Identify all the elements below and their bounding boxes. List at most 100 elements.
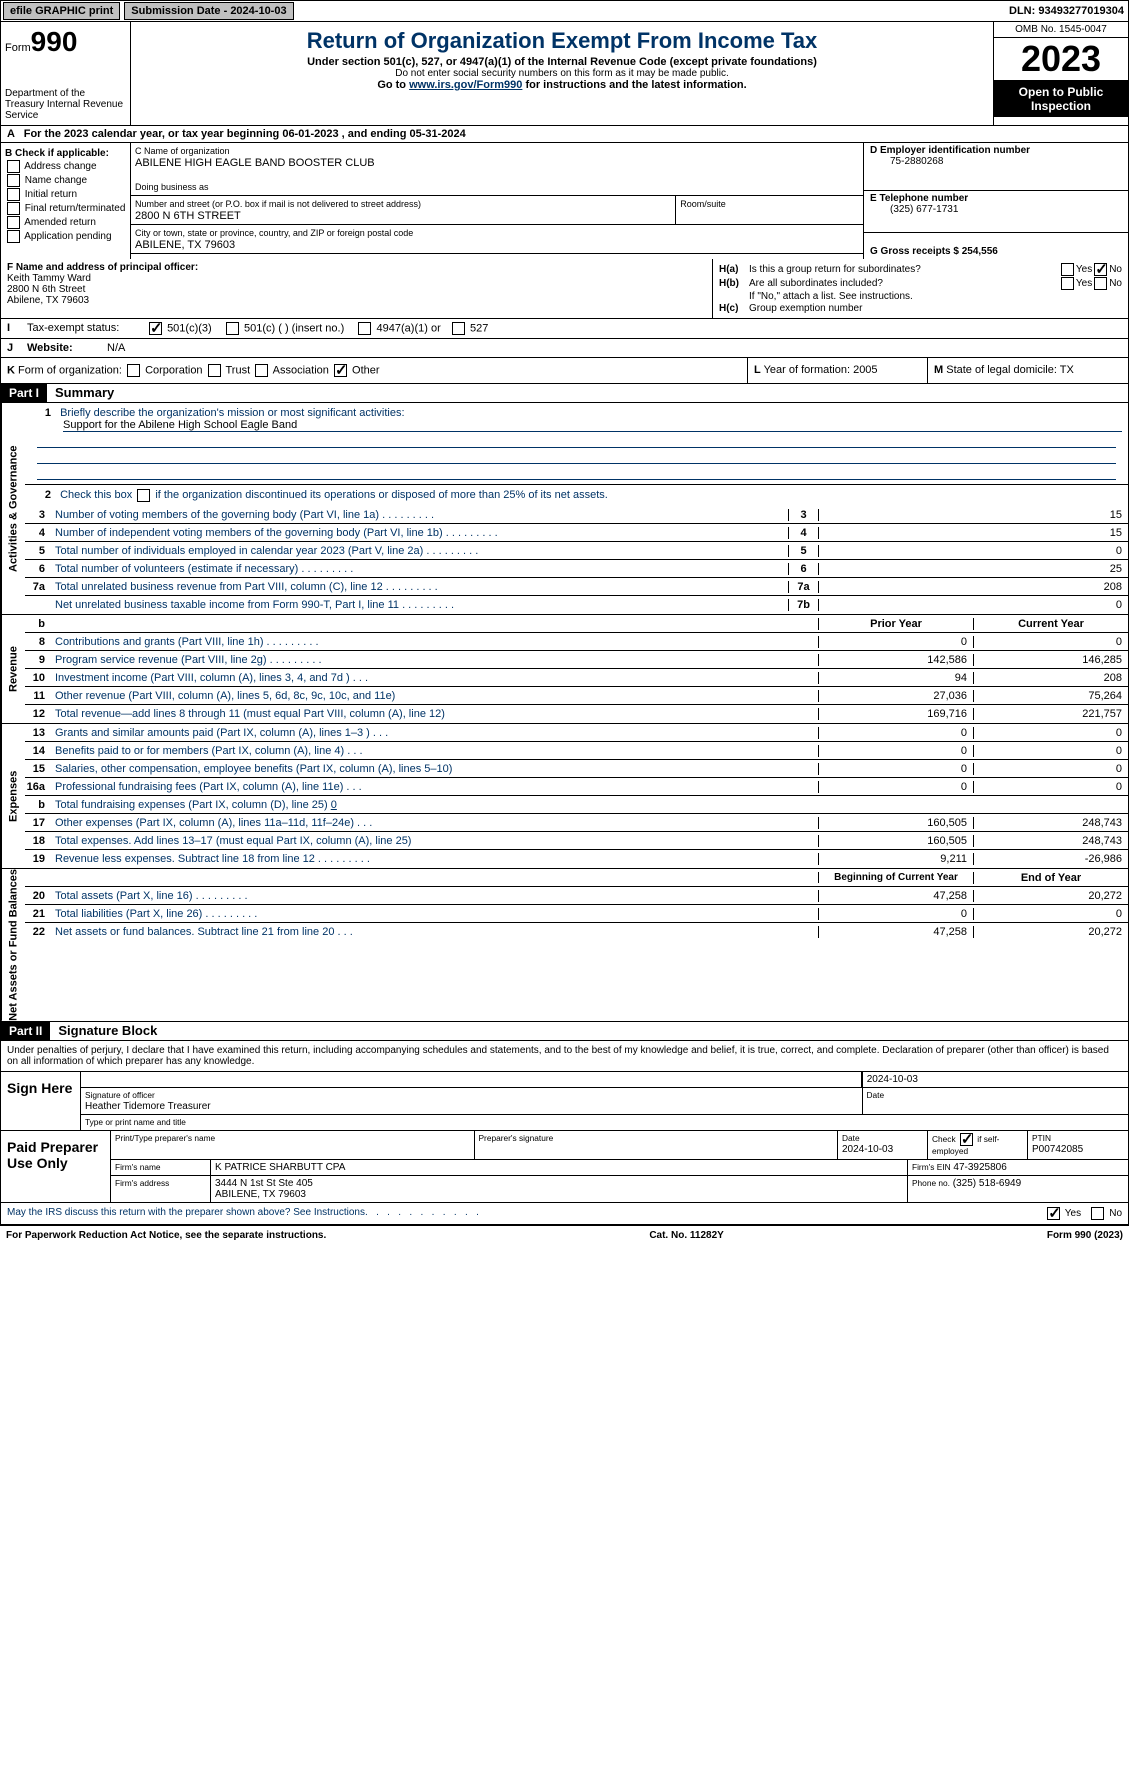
section-expenses: Expenses 13Grants and similar amounts pa… <box>0 724 1129 869</box>
chk-final-return[interactable] <box>7 202 20 215</box>
chk-discuss-no[interactable] <box>1091 1207 1104 1220</box>
form-header: Form990 Department of the Treasury Inter… <box>0 22 1129 126</box>
chk-hb-no[interactable] <box>1094 277 1107 290</box>
chk-address-change[interactable] <box>7 160 20 173</box>
part1-header: Part ISummary <box>0 384 1129 403</box>
org-address: 2800 N 6TH STREET <box>135 210 241 222</box>
page-footer: For Paperwork Reduction Act Notice, see … <box>0 1225 1129 1245</box>
form-990-label: Form990 <box>5 26 126 58</box>
val-line3: 15 <box>818 509 1128 521</box>
chk-amended[interactable] <box>7 216 20 229</box>
val-20-begin: 47,258 <box>818 890 973 902</box>
val-line7a: 208 <box>818 581 1128 593</box>
org-name: ABILENE HIGH EAGLE BAND BOOSTER CLUB <box>135 157 375 169</box>
val-16a-curr: 0 <box>973 781 1128 793</box>
val-16b: 0 <box>331 799 337 811</box>
chk-501c3[interactable] <box>149 322 162 335</box>
firm-addr1: 3444 N 1st St Ste 405 <box>215 1178 313 1189</box>
ssn-note: Do not enter social security numbers on … <box>135 68 989 79</box>
omb-number: OMB No. 1545-0047 <box>994 22 1128 38</box>
val-21-begin: 0 <box>818 908 973 920</box>
val-line7b: 0 <box>818 599 1128 611</box>
val-22-begin: 47,258 <box>818 926 973 938</box>
section-governance: Activities & Governance 1 Briefly descri… <box>0 403 1129 615</box>
val-17-prior: 160,505 <box>818 817 973 829</box>
chk-trust[interactable] <box>208 364 221 377</box>
org-city: ABILENE, TX 79603 <box>135 239 235 251</box>
chk-corp[interactable] <box>127 364 140 377</box>
section-fh: F Name and address of principal officer:… <box>0 259 1129 319</box>
val-13-prior: 0 <box>818 727 973 739</box>
val-12-prior: 169,716 <box>818 708 973 720</box>
tax-year: 2023 <box>994 38 1128 81</box>
chk-hb-yes[interactable] <box>1061 277 1074 290</box>
val-8-prior: 0 <box>818 636 973 648</box>
val-9-prior: 142,586 <box>818 654 973 666</box>
chk-name-change[interactable] <box>7 174 20 187</box>
perjury-declaration: Under penalties of perjury, I declare th… <box>1 1041 1128 1071</box>
section-net-assets: Net Assets or Fund Balances Beginning of… <box>0 869 1129 1022</box>
val-15-curr: 0 <box>973 763 1128 775</box>
box-c: C Name of organizationABILENE HIGH EAGLE… <box>131 143 863 259</box>
val-14-prior: 0 <box>818 745 973 757</box>
dln-label: DLN: 93493277019304 <box>1005 5 1128 17</box>
section-bcd: B Check if applicable: Address change Na… <box>0 143 1129 259</box>
firm-phone: (325) 518-6949 <box>953 1178 1021 1189</box>
chk-ha-yes[interactable] <box>1061 263 1074 276</box>
signature-block: Under penalties of perjury, I declare th… <box>0 1041 1129 1225</box>
label-net-assets: Net Assets or Fund Balances <box>1 869 25 1021</box>
val-line4: 15 <box>818 527 1128 539</box>
val-17-curr: 248,743 <box>973 817 1128 829</box>
val-18-prior: 160,505 <box>818 835 973 847</box>
topbar: efile GRAPHIC print Submission Date - 20… <box>0 0 1129 22</box>
domicile-state: State of legal domicile: TX <box>946 364 1074 376</box>
irs-link[interactable]: www.irs.gov/Form990 <box>409 79 522 91</box>
phone-value: (325) 677-1731 <box>870 204 958 215</box>
chk-self-employed[interactable] <box>960 1133 973 1146</box>
form-subtitle: Under section 501(c), 527, or 4947(a)(1)… <box>135 56 989 68</box>
val-13-curr: 0 <box>973 727 1128 739</box>
label-revenue: Revenue <box>1 615 25 723</box>
efile-print-button[interactable]: efile GRAPHIC print <box>3 2 120 20</box>
box-b: B Check if applicable: Address change Na… <box>1 143 131 259</box>
website-value: N/A <box>101 339 131 357</box>
open-inspection: Open to Public Inspection <box>994 81 1128 117</box>
chk-assoc[interactable] <box>255 364 268 377</box>
chk-ha-no[interactable] <box>1094 263 1107 276</box>
row-j: J Website: N/A <box>0 339 1129 358</box>
val-14-curr: 0 <box>973 745 1128 757</box>
prep-date: 2024-10-03 <box>842 1144 893 1155</box>
firm-name: K PATRICE SHARBUTT CPA <box>211 1160 908 1175</box>
val-15-prior: 0 <box>818 763 973 775</box>
chk-501c[interactable] <box>226 322 239 335</box>
chk-discuss-yes[interactable] <box>1047 1207 1060 1220</box>
form-title: Return of Organization Exempt From Incom… <box>135 28 989 54</box>
val-10-prior: 94 <box>818 672 973 684</box>
year-formation: Year of formation: 2005 <box>764 364 878 376</box>
chk-4947[interactable] <box>358 322 371 335</box>
chk-527[interactable] <box>452 322 465 335</box>
part2-header: Part IISignature Block <box>0 1022 1129 1041</box>
chk-discontinued[interactable] <box>137 489 150 502</box>
val-16a-prior: 0 <box>818 781 973 793</box>
row-i: I Tax-exempt status: 501(c)(3) 501(c) ( … <box>0 319 1129 339</box>
gross-receipts: G Gross receipts $ 254,556 <box>870 246 998 257</box>
row-a-tax-year: A For the 2023 calendar year, or tax yea… <box>0 126 1129 143</box>
chk-initial-return[interactable] <box>7 188 20 201</box>
val-19-prior: 9,211 <box>818 853 973 865</box>
cat-no: Cat. No. 11282Y <box>326 1230 1047 1241</box>
paid-preparer-label: Paid Preparer Use Only <box>1 1131 111 1202</box>
chk-app-pending[interactable] <box>7 230 20 243</box>
val-8-curr: 0 <box>973 636 1128 648</box>
section-revenue: Revenue bPrior YearCurrent Year 8Contrib… <box>0 615 1129 724</box>
val-11-curr: 75,264 <box>973 690 1128 702</box>
val-line5: 0 <box>818 545 1128 557</box>
box-deg: D Employer identification number75-28802… <box>863 143 1128 259</box>
officer-name: Heather Tidemore Treasurer <box>85 1101 211 1112</box>
box-h: H(a)Is this a group return for subordina… <box>713 259 1128 318</box>
val-22-end: 20,272 <box>973 926 1128 938</box>
goto-note: Go to www.irs.gov/Form990 for instructio… <box>135 79 989 91</box>
chk-other[interactable] <box>334 364 347 377</box>
submission-date-button[interactable]: Submission Date - 2024-10-03 <box>124 2 293 20</box>
val-line6: 25 <box>818 563 1128 575</box>
